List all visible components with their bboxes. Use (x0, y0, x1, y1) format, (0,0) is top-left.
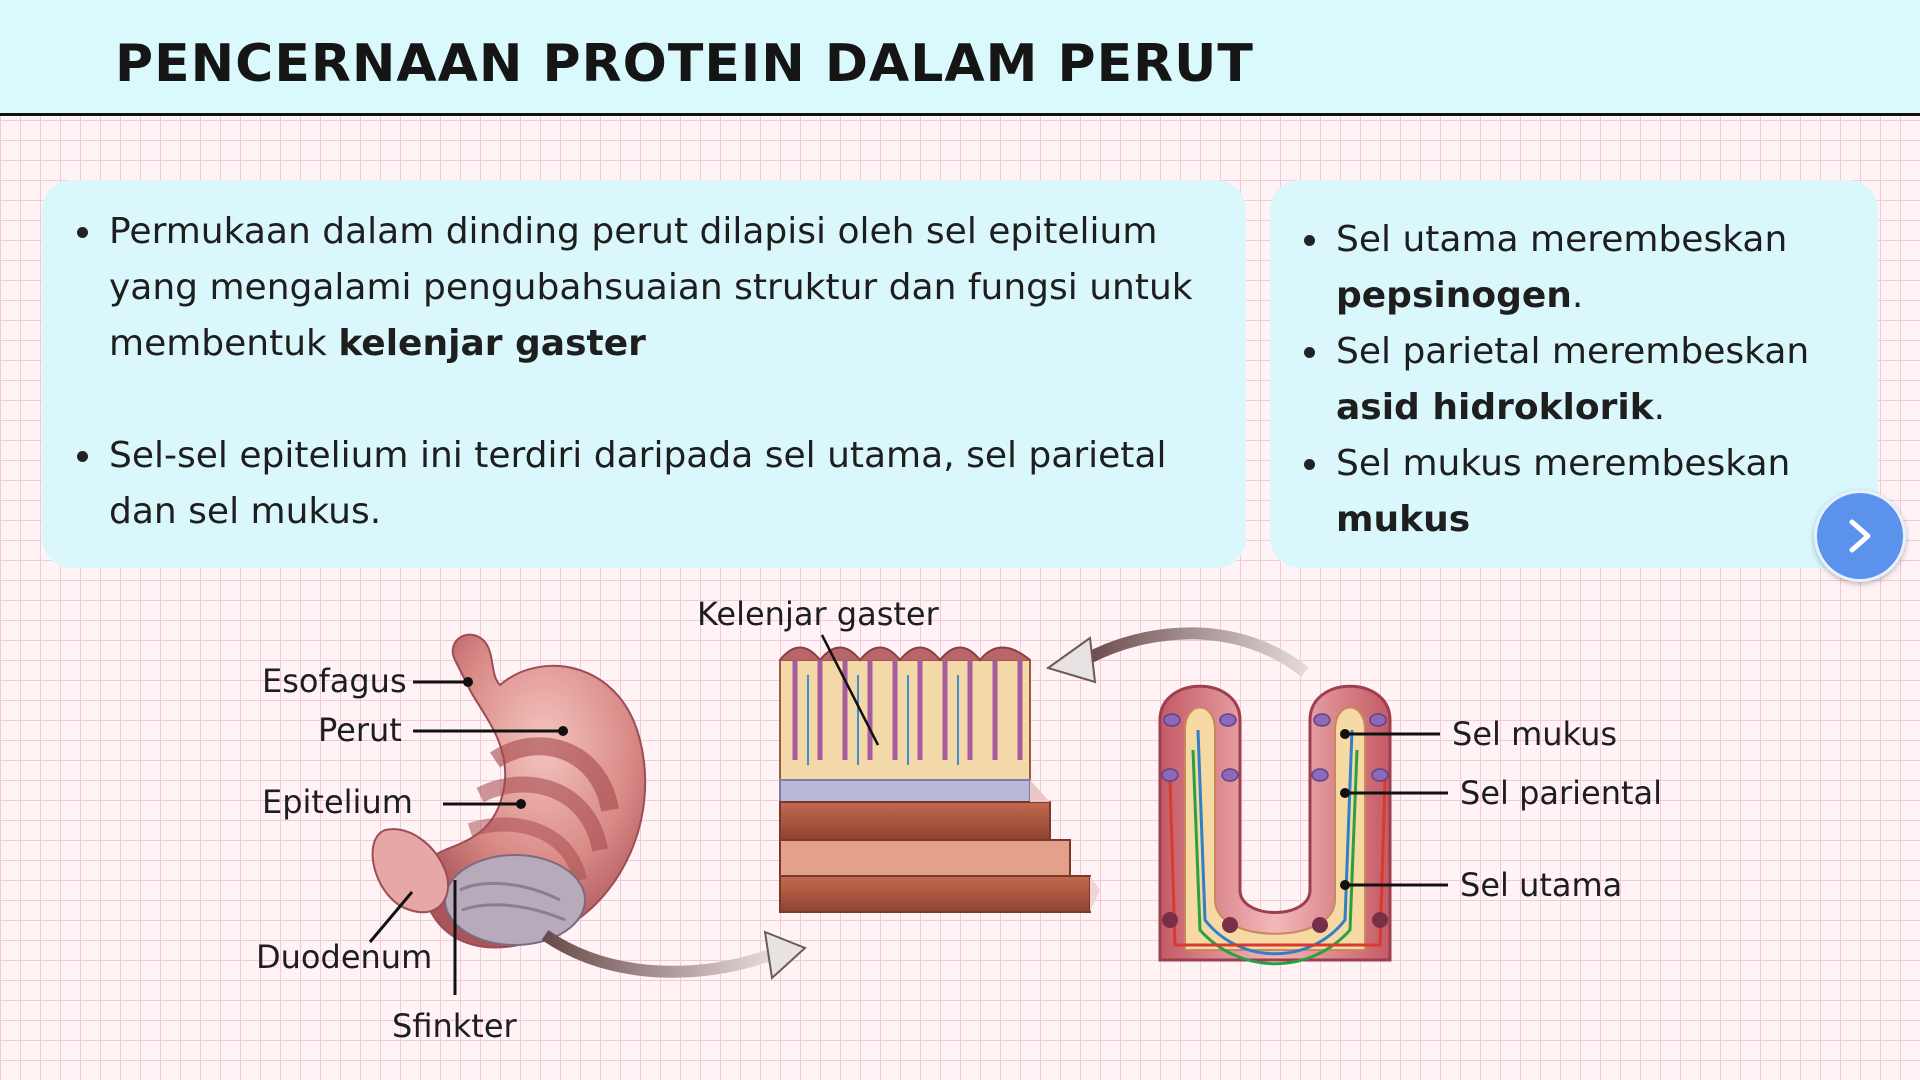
item2-bold: asid hidroklorik (1336, 387, 1654, 428)
stomach-diagram: Esofagus Perut Epitelium Duodenum Sfinkt… (256, 595, 1662, 1045)
item3-bold: mukus (1336, 499, 1471, 540)
bullet-sel-mukus: Sel mukus merembeskan mukus (1304, 436, 1856, 548)
left-bullet-list: Permukaan dalam dinding perut dilapisi o… (77, 204, 1229, 540)
page-title: PENCERNAAN PROTEIN DALAM PERUT (115, 34, 1254, 94)
label-perut: Perut (318, 711, 402, 749)
item2-end: . (1653, 387, 1666, 428)
bullet1-bold: kelenjar gaster (338, 323, 646, 364)
item3-text: Sel mukus merembeskan (1336, 443, 1791, 484)
gastric-tissue-block (779, 646, 1100, 913)
item1-bold: pepsinogen (1336, 275, 1572, 316)
kelenjar-pointer (820, 634, 880, 746)
arrow-to-gland (1045, 627, 1309, 684)
bullet1-text: Permukaan dalam dinding perut dilapisi o… (109, 211, 1193, 364)
info-card-right: Sel utama merembeskan pepsinogen. Sel pa… (1270, 180, 1878, 568)
right-bullet-list: Sel utama merembeskan pepsinogen. Sel pa… (1304, 212, 1856, 548)
chevron-right-icon (1849, 519, 1871, 553)
label-sel-mukus: Sel mukus (1452, 715, 1617, 753)
item2-text: Sel parietal merembeskan (1336, 331, 1810, 372)
bullet-sel-parietal: Sel parietal merembeskan asid hidroklori… (1304, 324, 1856, 436)
item1-end: . (1571, 275, 1584, 316)
info-card-left: Permukaan dalam dinding perut dilapisi o… (42, 180, 1246, 568)
stomach-illustration (371, 633, 647, 949)
label-sfinkter: Sfinkter (392, 1007, 518, 1045)
label-duodenum: Duodenum (256, 938, 432, 976)
duodenum-pointer (368, 891, 414, 943)
label-esofagus: Esofagus (262, 662, 407, 700)
next-slide-button[interactable] (1814, 490, 1906, 582)
label-epitelium: Epitelium (262, 783, 413, 821)
bullet-sel-epitelium: Sel-sel epitelium ini terdiri daripada s… (77, 428, 1229, 540)
bullet2-text: Sel-sel epitelium ini terdiri daripada s… (109, 435, 1167, 532)
label-sel-pariental: Sel pariental (1460, 774, 1662, 812)
bullet-kelenjar-gaster: Permukaan dalam dinding perut dilapisi o… (77, 204, 1229, 372)
header-bar: PENCERNAAN PROTEIN DALAM PERUT (0, 0, 1920, 116)
bullet-sel-utama: Sel utama merembeskan pepsinogen. (1304, 212, 1856, 324)
item1-text: Sel utama merembeskan (1336, 219, 1788, 260)
gland-cross-section (1158, 684, 1392, 966)
label-sel-utama: Sel utama (1460, 866, 1622, 904)
label-kelenjar-gaster: Kelenjar gaster (697, 595, 940, 633)
arrow-to-tissue (541, 930, 807, 980)
